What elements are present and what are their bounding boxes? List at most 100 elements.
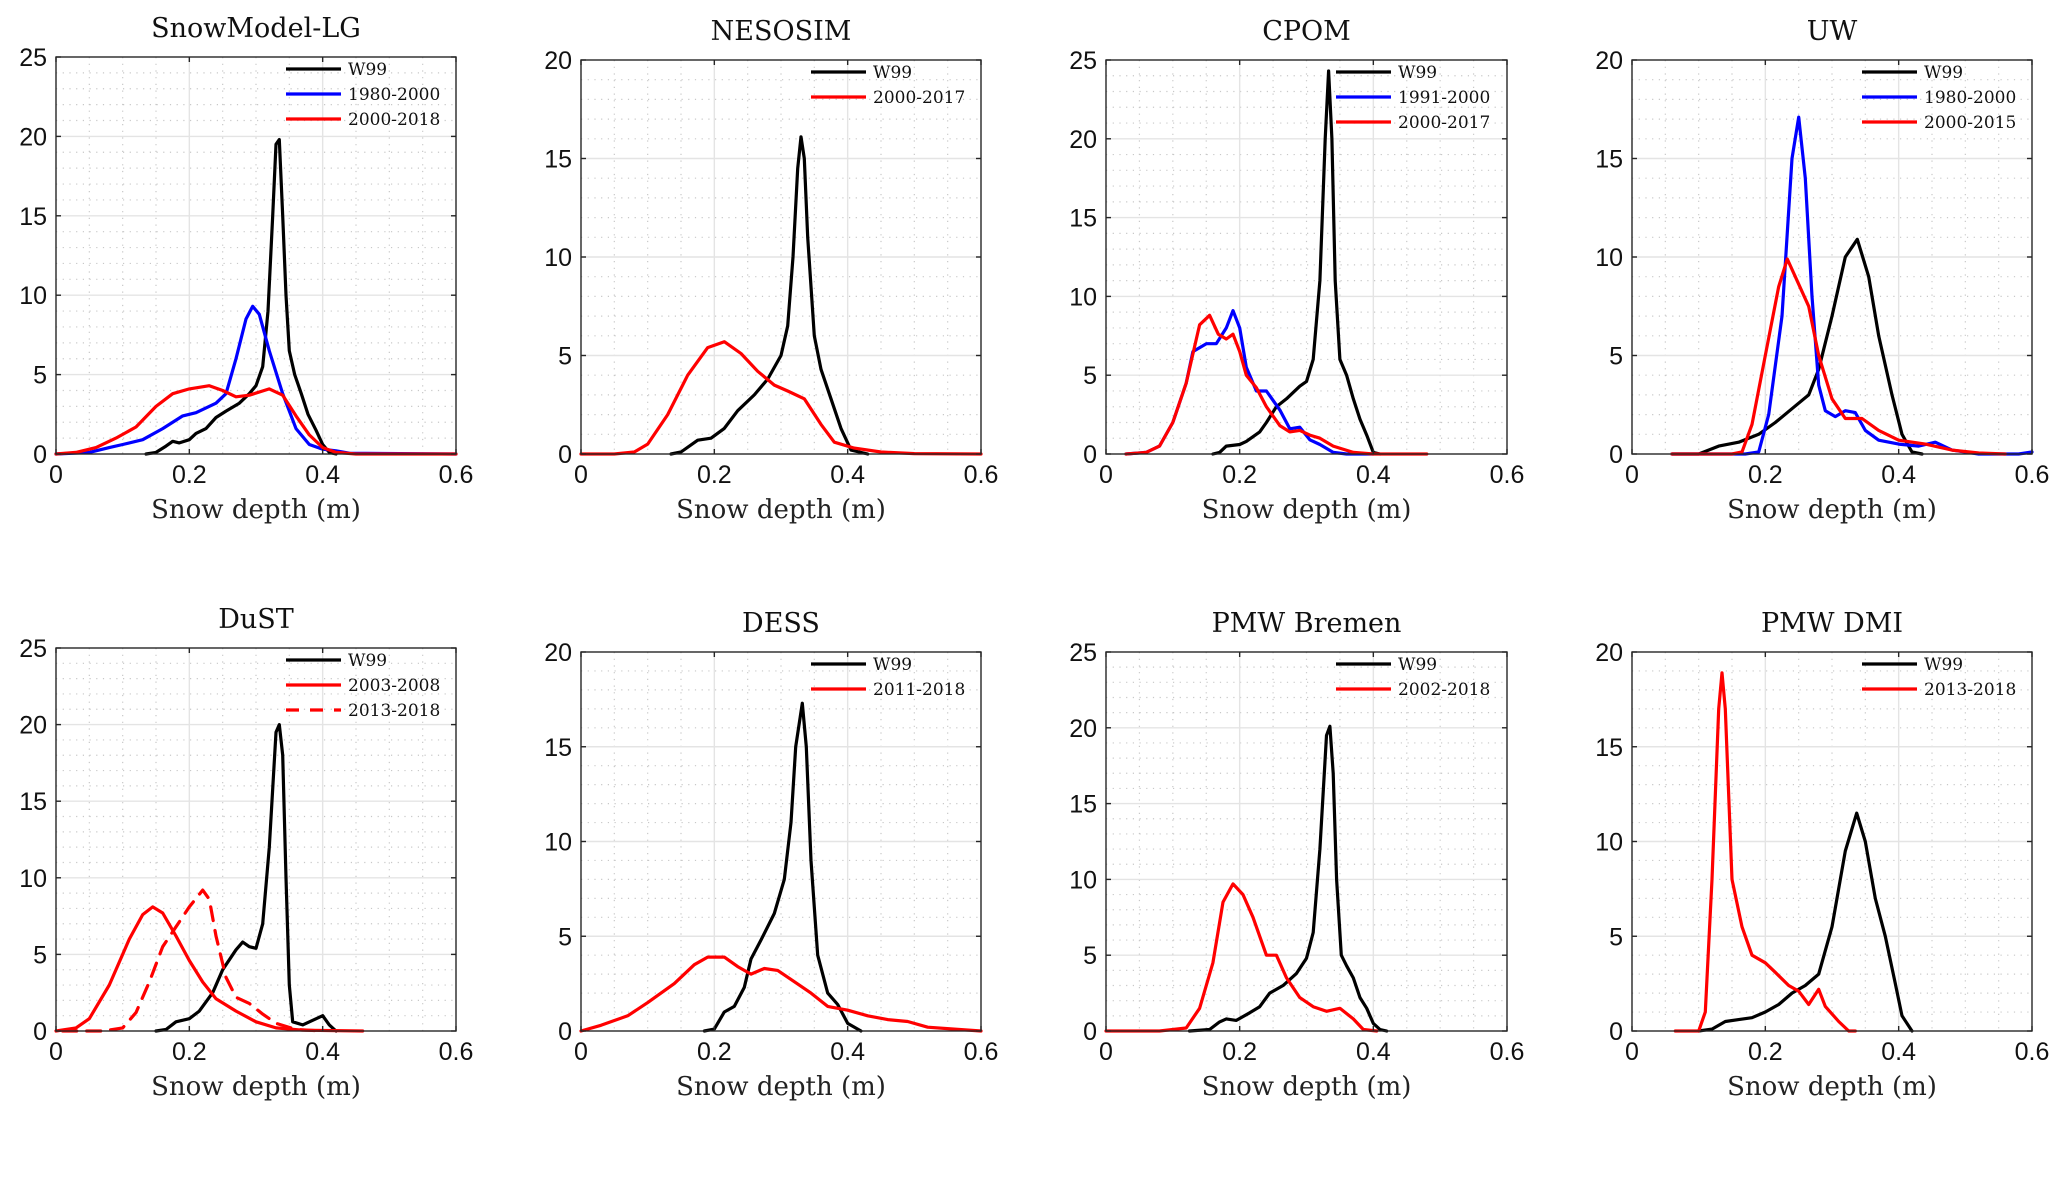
legend: W99 2011-2018 — [811, 655, 965, 700]
series-line-2000-2017 — [579, 340, 983, 456]
plot-area — [56, 648, 456, 1031]
legend: W99 1980-2000 2000-2018 — [286, 60, 440, 130]
y-tick-label: 10 — [1595, 829, 1623, 857]
series-line-2000-2017 — [1124, 313, 1429, 456]
legend-label: W99 — [1398, 655, 1437, 675]
y-tick-label: 15 — [1595, 146, 1623, 174]
tick-marks — [1631, 59, 2033, 455]
legend-label: 2013-2018 — [1924, 680, 2016, 700]
legend-label: 1980-2000 — [348, 85, 440, 105]
x-tick-label: 0.6 — [964, 461, 999, 489]
y-tick-label: 0 — [1609, 1018, 1623, 1046]
y-tick-label: 10 — [544, 244, 572, 272]
panel-title: DESS — [742, 608, 820, 639]
legend-label: W99 — [873, 655, 912, 675]
major-grid — [1106, 652, 1507, 1031]
major-grid — [1632, 652, 2032, 1031]
legend-label: 2013-2018 — [348, 701, 440, 721]
tick-marks — [1105, 59, 1508, 455]
y-tick-label: 10 — [544, 829, 572, 857]
panel-dess: 0 0.2 0.4 0.6 0 5 10 15 20 DESS Snow depth (m) W99 2… — [544, 608, 998, 1102]
axes-box — [1105, 651, 1508, 1032]
panel-cpom: 0 0.2 0.4 0.6 0 5 10 15 20 25 CPOM Snow depth (m) W9… — [1069, 16, 1524, 525]
tick-marks — [1631, 651, 2033, 1032]
x-tick-label: 0 — [49, 1038, 63, 1066]
panel-title: CPOM — [1262, 16, 1351, 47]
legend: W99 2000-2017 — [811, 63, 965, 108]
panel-uw: 0 0.2 0.4 0.6 0 5 10 15 20 UW Snow depth (m) W99 198… — [1595, 16, 2049, 525]
major-grid — [56, 648, 456, 1031]
legend-label: 2000-2018 — [348, 110, 440, 130]
series-line-w99 — [1187, 724, 1389, 1033]
y-tick-label: 20 — [1069, 715, 1097, 743]
panel-pmw-dmi: 0 0.2 0.4 0.6 0 5 10 15 20 PMW DMI Snow depth (m) W… — [1595, 608, 2049, 1102]
x-tick-label: 0.2 — [1222, 461, 1257, 489]
legend-label: W99 — [1924, 63, 1963, 83]
tick-marks — [55, 56, 457, 455]
series-line-2003-2008 — [54, 905, 365, 1033]
series-line-2011-2018 — [579, 955, 983, 1033]
x-tick-label: 0.2 — [1748, 1038, 1783, 1066]
x-tick-label: 0.4 — [305, 1038, 340, 1066]
x-tick-label: 0.6 — [1490, 1038, 1525, 1066]
legend-label: 2000-2017 — [873, 88, 965, 108]
x-tick-label: 0.6 — [2015, 1038, 2050, 1066]
y-tick-label: 0 — [33, 1018, 47, 1046]
legend-label: W99 — [1398, 63, 1437, 83]
x-tick-label: 0.4 — [1356, 461, 1391, 489]
series-line-1980-2000 — [54, 304, 458, 456]
y-tick-label: 0 — [558, 441, 572, 469]
legend-label: W99 — [1924, 655, 1963, 675]
y-tick-label: 25 — [19, 44, 47, 72]
major-grid — [56, 57, 456, 454]
legend-label: 2003-2008 — [348, 676, 440, 696]
legend-label: 1980-2000 — [1924, 88, 2016, 108]
y-tick-label: 0 — [1609, 441, 1623, 469]
x-tick-label: 0.2 — [697, 461, 732, 489]
x-tick-label: 0.2 — [172, 1038, 207, 1066]
series-line-2013-2018 — [1673, 671, 1857, 1033]
x-tick-label: 0 — [1099, 1038, 1113, 1066]
x-tick-label: 0 — [1625, 1038, 1639, 1066]
x-tick-label: 0.4 — [1356, 1038, 1391, 1066]
y-tick-label: 15 — [19, 203, 47, 231]
y-tick-label: 20 — [19, 712, 47, 740]
y-tick-label: 15 — [1595, 734, 1623, 762]
legend: W99 2002-2018 — [1336, 655, 1490, 700]
x-tick-label: 0.2 — [1748, 461, 1783, 489]
y-tick-label: 15 — [1069, 205, 1097, 233]
x-axis-label: Snow depth (m) — [1202, 495, 1412, 525]
y-tick-label: 0 — [33, 441, 47, 469]
x-tick-label: 0.2 — [697, 1038, 732, 1066]
x-axis-label: Snow depth (m) — [151, 495, 361, 525]
y-tick-label: 10 — [1595, 244, 1623, 272]
y-tick-label: 5 — [1083, 942, 1097, 970]
series-line-2000-2018 — [54, 384, 458, 456]
legend-label: 2002-2018 — [1398, 680, 1490, 700]
x-tick-label: 0 — [574, 461, 588, 489]
y-tick-label: 0 — [558, 1018, 572, 1046]
y-tick-label: 20 — [1069, 126, 1097, 154]
x-tick-label: 0.4 — [830, 1038, 865, 1066]
series-line-w99 — [1211, 69, 1382, 456]
x-tick-label: 0.4 — [1881, 461, 1916, 489]
y-tick-label: 20 — [544, 639, 572, 667]
y-tick-label: 10 — [1069, 283, 1097, 311]
y-tick-label: 15 — [544, 146, 572, 174]
panel-snowmodel-lg: 0 0.2 0.4 0.6 0 5 10 15 20 25 SnowModel-LG Snow dep… — [19, 13, 473, 525]
series-line-2002-2018 — [1104, 882, 1379, 1033]
x-tick-label: 0 — [1099, 461, 1113, 489]
panel-title: DuST — [218, 604, 294, 635]
panel-title: NESOSIM — [711, 16, 852, 47]
x-tick-label: 0.6 — [964, 1038, 999, 1066]
y-tick-label: 15 — [1069, 791, 1097, 819]
minor-grid — [1106, 652, 1507, 1031]
tick-marks — [580, 59, 982, 455]
y-tick-label: 15 — [544, 734, 572, 762]
y-tick-label: 15 — [19, 788, 47, 816]
x-axis-label: Snow depth (m) — [676, 1072, 886, 1102]
major-grid — [1632, 60, 2032, 454]
y-tick-label: 20 — [1595, 639, 1623, 667]
x-tick-label: 0 — [1625, 461, 1639, 489]
